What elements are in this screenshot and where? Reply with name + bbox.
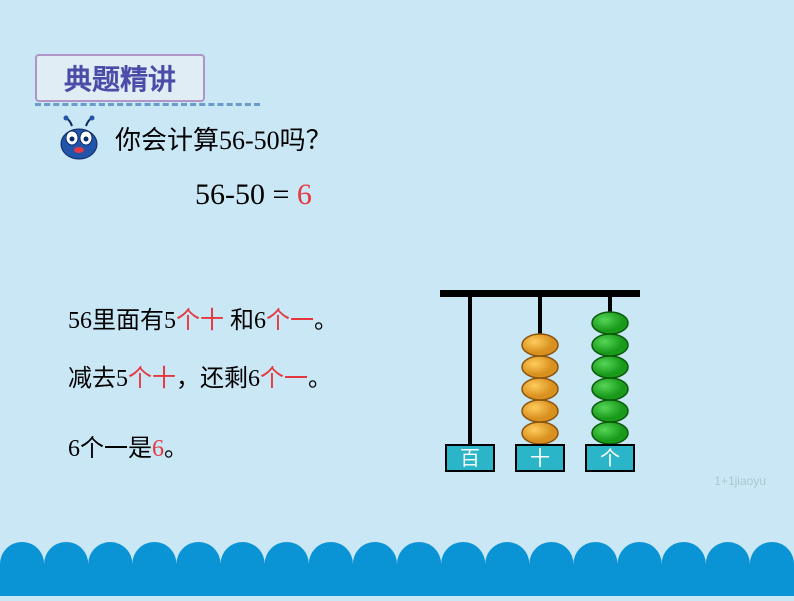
- explanation-line-1: 56里面有5个十 和6个一。: [68, 300, 338, 335]
- explanation-line-2: 减去5个十，还剩6个一。: [68, 358, 332, 393]
- svg-text:个: 个: [600, 447, 620, 470]
- character-icon: [54, 112, 104, 162]
- title-underline: [35, 103, 260, 106]
- equation: 56-50 = 6: [195, 178, 312, 212]
- equation-result: 6: [297, 178, 312, 211]
- title-box: 典题精讲: [35, 54, 205, 102]
- watermark: 1+1jiaoyu: [714, 474, 766, 488]
- svg-text:百: 百: [460, 448, 480, 470]
- question-text: 你会计算56-50吗？: [115, 120, 332, 157]
- abacus: 百十个: [410, 280, 670, 480]
- explanation-line-3: 6个一是6。: [68, 428, 188, 463]
- svg-text:十: 十: [530, 447, 550, 470]
- equation-lhs: 56-50 =: [195, 178, 297, 211]
- title-text: 典题精讲: [64, 58, 176, 98]
- bottom-scallop: [0, 536, 794, 596]
